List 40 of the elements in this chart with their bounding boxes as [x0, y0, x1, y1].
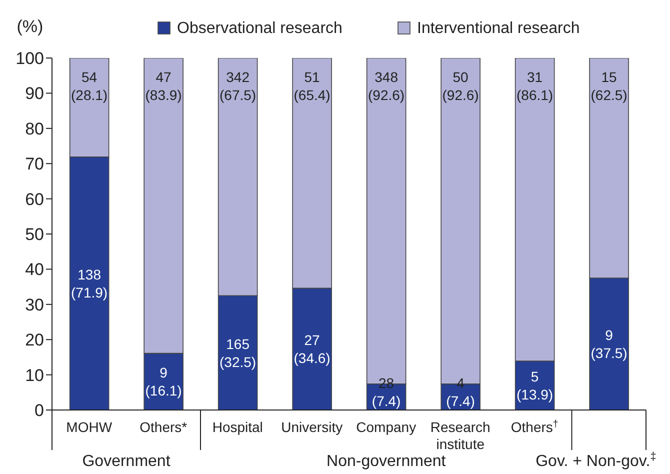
x-tick-label: MOHW: [66, 419, 113, 435]
data-label: 50 (92.6): [442, 69, 479, 103]
data-label: 47 (83.9): [145, 69, 182, 103]
x-tick-label: Hospital: [212, 419, 263, 435]
legend-label: Interventional research: [417, 20, 580, 37]
data-label: 9 (37.5): [590, 327, 628, 361]
y-tick-label: 100: [16, 49, 44, 68]
data-label: 9 (16.1): [145, 364, 182, 399]
y-axis-title: (%): [16, 17, 44, 36]
x-tick-label: Research institute: [430, 419, 490, 452]
y-tick-label: 80: [25, 119, 44, 138]
y-tick-label: 70: [25, 154, 44, 174]
x-tick-label: Others$^{†}$: [510, 418, 558, 435]
data-label: 51 (65.4): [294, 69, 330, 103]
legend-label: Observational research: [177, 20, 342, 37]
data-label: 28 (7.4): [372, 375, 401, 409]
text: Non-government: [326, 453, 446, 470]
y-tick-label: 50: [25, 225, 44, 244]
y-tick-label: 40: [25, 260, 44, 280]
x-tick-label: University: [281, 419, 343, 435]
data-label: 5 (13.9): [516, 368, 554, 403]
data-label: 138 (71.9): [71, 266, 108, 300]
data-label: 165 (32.5): [220, 336, 256, 370]
x-tick-label: Others*: [140, 419, 188, 435]
x-tick-label: Company: [356, 419, 416, 435]
y-tick-label: 0: [34, 401, 44, 420]
y-tick-label: 90: [25, 84, 44, 104]
data-label: 27 (34.6): [294, 332, 330, 366]
data-label: 348 (92.6): [368, 69, 405, 103]
y-tick-label: 20: [25, 330, 44, 350]
y-tick-label: 60: [25, 190, 44, 209]
data-label: 4 (7.4): [446, 375, 475, 409]
y-tick-label: 10: [25, 366, 44, 385]
data-label: 342 (67.5): [220, 69, 256, 103]
data-label: 15 (62.5): [590, 69, 628, 103]
data-label: 54 (28.1): [71, 69, 108, 103]
text: Government: [82, 453, 171, 470]
text: Gov. + Non-gov.$^{‡}$: [536, 451, 656, 470]
y-tick-label: 30: [25, 295, 44, 314]
data-label: 31 (86.1): [516, 69, 554, 103]
